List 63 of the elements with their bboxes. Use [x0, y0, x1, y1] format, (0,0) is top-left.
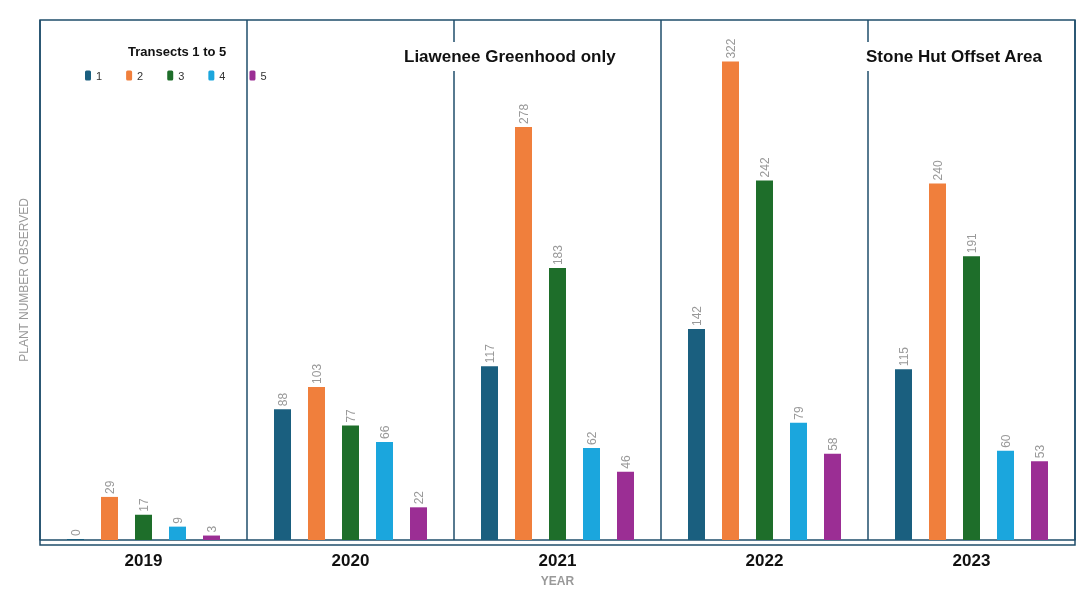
bar: [410, 507, 427, 540]
data-label: 242: [757, 157, 772, 178]
bar: [169, 526, 186, 540]
data-label: 9: [170, 516, 185, 524]
bar: [101, 496, 118, 540]
bar: [376, 441, 393, 540]
annotation: Stone Hut Offset Area: [866, 47, 1043, 66]
data-label: 53: [1032, 444, 1047, 459]
data-label: 77: [343, 408, 358, 423]
bar: [929, 183, 946, 540]
bar: [135, 514, 152, 540]
legend-label: 2: [137, 69, 144, 82]
data-label: 240: [930, 160, 945, 181]
data-label: 0: [68, 529, 83, 536]
bar: [688, 329, 705, 540]
data-label: 117: [482, 343, 497, 364]
bar: [342, 425, 359, 540]
y-axis-title: PLANT NUMBER OBSERVED: [17, 197, 31, 362]
annotation: Liawenee Greenhood only: [404, 47, 617, 66]
legend-label: 3: [178, 69, 185, 82]
bar: [308, 386, 325, 540]
data-label: 103: [309, 363, 324, 384]
bar: [756, 180, 773, 540]
data-label: 29: [102, 480, 117, 494]
bar: [274, 409, 291, 540]
bar: [1031, 461, 1048, 540]
x-tick-label: 2023: [952, 551, 991, 570]
bar: [963, 256, 980, 540]
legend-label: 4: [219, 69, 226, 82]
legend-label: 1: [96, 69, 103, 82]
data-label: 66: [377, 425, 392, 439]
bar: [617, 471, 634, 540]
data-label: 278: [516, 103, 531, 124]
bar: [824, 453, 841, 540]
bar: [722, 61, 739, 540]
data-label: 3: [204, 525, 219, 533]
x-tick-label: 2019: [124, 551, 163, 570]
data-label: 79: [791, 405, 806, 420]
data-label: 22: [411, 490, 426, 505]
x-axis-title: YEAR: [540, 574, 575, 588]
bar: [895, 369, 912, 540]
data-label: 58: [825, 437, 840, 451]
x-tick-label: 2021: [538, 551, 577, 570]
data-label: 62: [584, 431, 599, 445]
bar: [997, 450, 1014, 540]
data-label: 60: [998, 434, 1013, 448]
legend-title: Transects 1 to 5: [128, 44, 227, 59]
bar: [790, 422, 807, 540]
data-label: 17: [136, 498, 151, 512]
legend-label: 5: [260, 69, 267, 82]
data-label: 115: [896, 346, 911, 367]
bar: [481, 366, 498, 540]
bar: [583, 447, 600, 540]
x-tick-label: 2022: [745, 551, 784, 570]
data-label: 183: [550, 244, 565, 266]
data-label: 191: [964, 232, 979, 254]
x-tick-label: 2020: [331, 551, 370, 570]
data-label: 88: [275, 392, 290, 407]
bar: [549, 268, 566, 540]
bar: [515, 126, 532, 540]
data-label: 142: [689, 305, 704, 327]
data-label: 322: [723, 38, 738, 59]
data-label: 46: [618, 454, 633, 469]
